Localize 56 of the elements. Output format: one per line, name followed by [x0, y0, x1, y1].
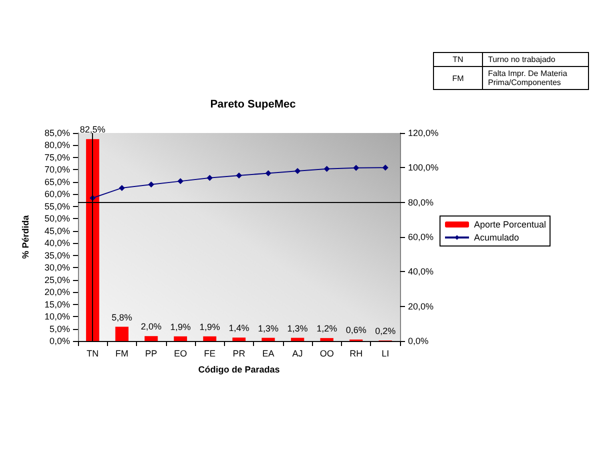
x-axis-title: Código de Paradas [198, 364, 280, 374]
data-label: 1,2% [316, 324, 338, 334]
y-tick-label: 5,0% [49, 324, 70, 334]
data-label: 1,4% [228, 323, 250, 334]
y-tick-label: 0,0% [49, 336, 70, 346]
y2-tick-label: 40,0% [408, 266, 434, 277]
text: TN [434, 52, 482, 66]
legend-label: Aporte Porcentual [474, 220, 546, 230]
y2-tick-label: 100,0% [408, 162, 439, 173]
data-label: 0,6% [346, 325, 366, 336]
x-tick-label: EA [262, 348, 274, 358]
data-label: 0,2% [375, 326, 396, 336]
chart-title: Pareto SupeMec [210, 98, 296, 110]
x-tick-label: LI [382, 348, 390, 358]
x-tick-label: OO [320, 348, 334, 358]
y-tick-label: 85,0% [44, 128, 70, 138]
y-tick-label: 65,0% [44, 176, 70, 187]
data-label: 2,0% [140, 322, 162, 332]
x-tick-label: TN [86, 348, 99, 358]
x-tick-label: PP [145, 348, 158, 358]
x-tick-label: RH [350, 348, 363, 358]
y2-tick-label: 20,0% [408, 301, 434, 312]
y-tick-label: 30,0% [44, 262, 70, 273]
x-tick-label: EO [174, 348, 187, 358]
data-label: 1,9% [170, 322, 191, 332]
y-tick-label: 25,0% [44, 274, 70, 285]
x-tick-label: PR [232, 348, 246, 358]
y-tick-label: 60,0% [44, 189, 70, 200]
x-tick-label: AJ [292, 348, 303, 358]
y-tick-label: 40,0% [44, 238, 70, 248]
legend-label: Acumulado [474, 232, 520, 242]
y-tick-label: 55,0% [44, 201, 70, 212]
y2-tick-label: 120,0% [408, 128, 439, 138]
y2-tick-label: 0,0% [408, 336, 429, 346]
x-tick-label: FM [115, 348, 128, 358]
y2-tick-label: 80,0% [408, 197, 434, 208]
data-label: 5,8% [112, 312, 132, 322]
y-tick-label: 75,0% [44, 152, 70, 162]
y-tick-label: 80,0% [44, 140, 70, 150]
y-tick-label: 70,0% [44, 164, 70, 175]
y-tick-label: 50,0% [44, 214, 70, 224]
y-tick-label: 15,0% [44, 299, 70, 310]
x-tick-label: FE [204, 348, 216, 358]
y-tick-label: 35,0% [44, 250, 70, 260]
y2-tick-label: 60,0% [408, 232, 434, 242]
text: Turno no trabajado [482, 52, 588, 66]
y-tick-label: 45,0% [44, 226, 70, 236]
data-label: 1,9% [199, 322, 220, 332]
data-label: 1,3% [258, 323, 279, 334]
text: FM [434, 66, 482, 90]
y-axis-title: % Pérdida [20, 214, 30, 259]
y-tick-label: 20,0% [44, 287, 70, 298]
data-label: 1,3% [287, 323, 308, 334]
data-label: 82,5% [80, 124, 106, 135]
y-tick-label: 10,0% [44, 312, 70, 322]
text: Falta Impr. De Materia Prima/Componentes [482, 66, 588, 90]
